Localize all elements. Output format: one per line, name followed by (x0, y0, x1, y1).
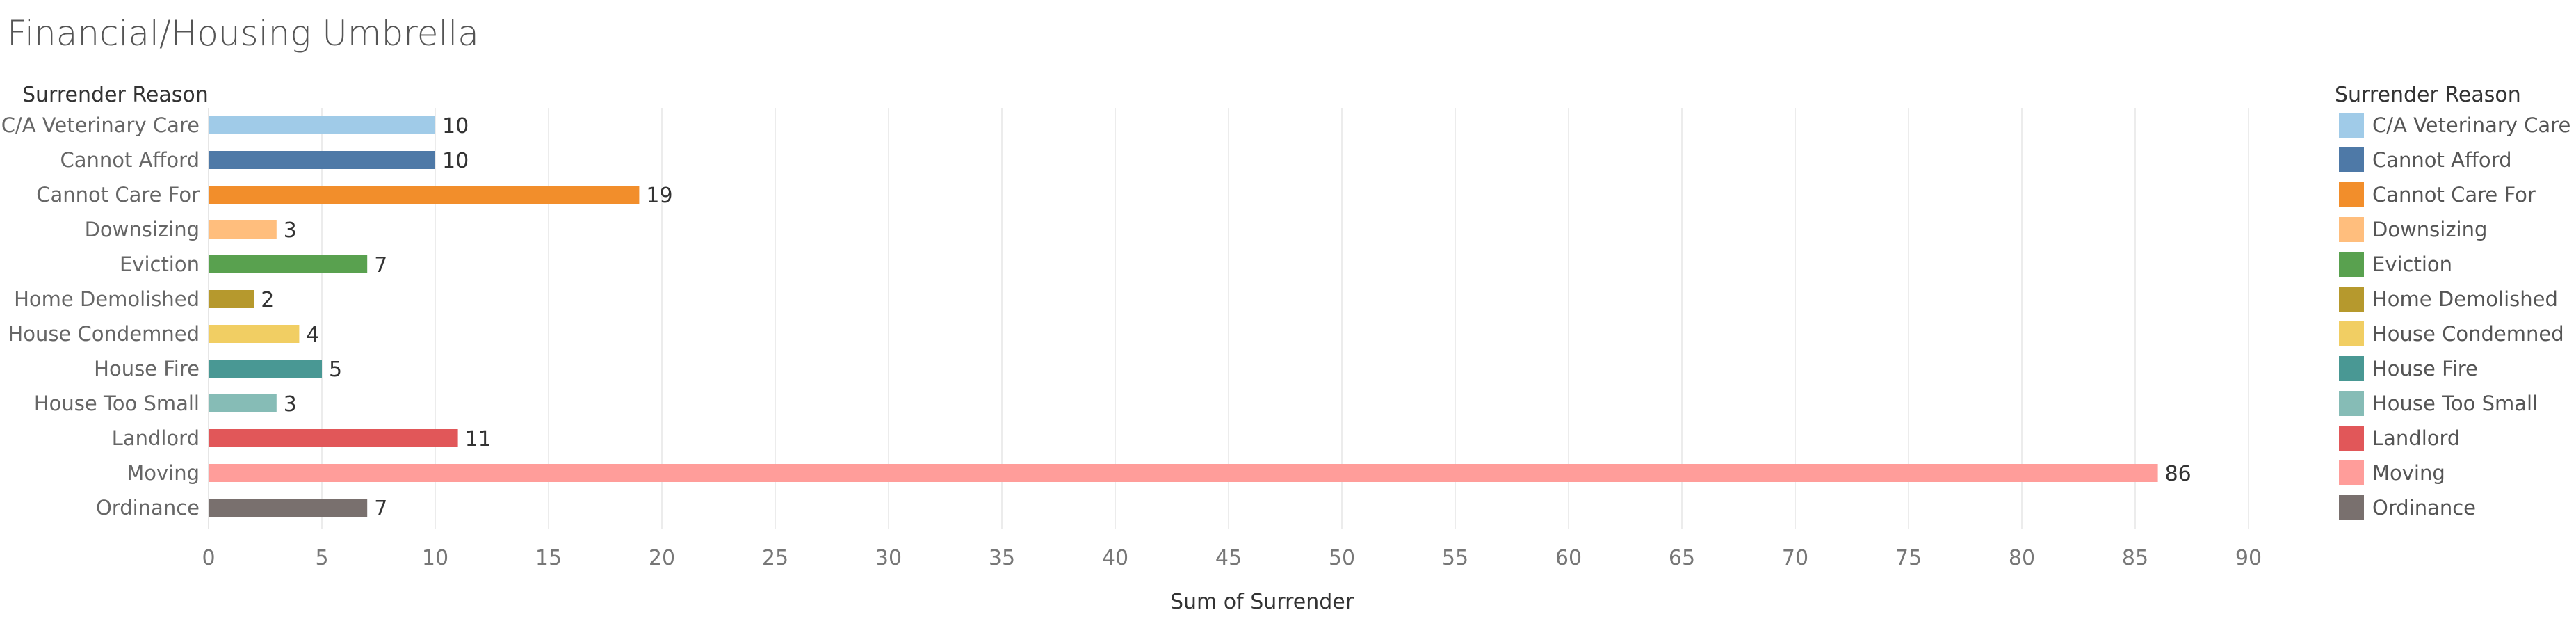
chart-title: Financial/Housing Umbrella (7, 13, 479, 54)
category-label: C/A Veterinary Care (1, 113, 200, 137)
x-tick-label: 80 (2009, 546, 2035, 570)
data-label: 19 (646, 184, 672, 208)
category-label: House Condemned (8, 322, 200, 346)
legend-label: House Condemned (2372, 322, 2564, 346)
data-label: 3 (284, 392, 297, 417)
x-tick-label: 50 (1329, 546, 1355, 570)
data-label: 7 (374, 497, 387, 521)
legend-swatch (2339, 147, 2364, 172)
category-label: Ordinance (96, 496, 200, 520)
legend-swatch (2339, 287, 2364, 312)
category-label: House Fire (94, 357, 200, 380)
gridlines (208, 108, 2249, 529)
legend-title: Surrender Reason (2335, 83, 2521, 107)
data-label: 10 (442, 114, 469, 138)
x-tick-label: 20 (649, 546, 675, 570)
bar[interactable] (209, 394, 277, 412)
legend-swatch (2339, 217, 2364, 242)
category-label: House Too Small (34, 392, 200, 415)
x-tick-label: 10 (422, 546, 448, 570)
legend: C/A Veterinary Care Cannot Afford Cannot C… (2339, 113, 2570, 520)
x-tick-label: 45 (1215, 546, 1242, 570)
legend-label: C/A Veterinary Care (2372, 113, 2570, 137)
data-label: 3 (284, 218, 297, 243)
legend-label: Landlord (2372, 426, 2460, 450)
legend-swatch (2339, 495, 2364, 520)
x-tick-label: 15 (535, 546, 562, 570)
x-tick-label: 35 (989, 546, 1015, 570)
x-tick-label: 55 (1442, 546, 1468, 570)
data-label: 86 (2165, 462, 2192, 486)
category-label: Home Demolished (14, 287, 200, 311)
legend-swatch (2339, 356, 2364, 381)
bar[interactable] (209, 464, 2158, 482)
legend-swatch (2339, 182, 2364, 207)
category-label: Landlord (112, 426, 200, 450)
legend-label: House Fire (2372, 357, 2478, 380)
bar[interactable] (209, 255, 368, 273)
x-tick-label: 0 (202, 546, 215, 570)
x-tick-label: 60 (1555, 546, 1582, 570)
category-label: Eviction (120, 252, 200, 276)
legend-label: Cannot Afford (2372, 148, 2512, 172)
legend-label: Ordinance (2372, 496, 2476, 520)
category-label: Moving (127, 461, 200, 485)
x-tick-label: 5 (315, 546, 328, 570)
data-label: 5 (329, 358, 342, 382)
x-tick-label: 85 (2122, 546, 2148, 570)
legend-label: Cannot Care For (2372, 183, 2536, 207)
bar[interactable] (209, 499, 368, 517)
legend-swatch (2339, 113, 2364, 138)
legend-swatch (2339, 460, 2364, 485)
bar[interactable] (209, 325, 300, 343)
x-axis-label: Sum of Surrender (1170, 590, 1354, 614)
legend-label: Moving (2372, 461, 2445, 485)
bar[interactable] (209, 290, 254, 308)
bar[interactable] (209, 360, 322, 378)
x-tick-label: 25 (762, 546, 788, 570)
data-labels: 10 10 19 3 7 2 45 3 11 86 7 (261, 114, 2192, 521)
bar[interactable] (209, 116, 435, 134)
x-tick-label: 40 (1102, 546, 1128, 570)
bars (209, 116, 2158, 517)
x-tick-label: 90 (2235, 546, 2262, 570)
legend-swatch (2339, 252, 2364, 277)
x-tick-label: 70 (1782, 546, 1808, 570)
category-label: Cannot Care For (36, 183, 200, 207)
bar[interactable] (209, 429, 458, 447)
bar[interactable] (209, 151, 435, 169)
legend-label: Downsizing (2372, 218, 2487, 241)
data-label: 2 (261, 288, 274, 312)
category-label: Cannot Afford (60, 148, 200, 172)
legend-label: House Too Small (2372, 392, 2538, 415)
legend-swatch (2339, 321, 2364, 346)
row-header: Surrender Reason (22, 83, 209, 107)
x-tick-label: 65 (1669, 546, 1695, 570)
data-label: 11 (465, 427, 492, 451)
data-label: 4 (306, 323, 319, 347)
legend-swatch (2339, 391, 2364, 416)
category-labels: C/A Veterinary Care Cannot Afford Cannot C… (1, 113, 200, 520)
category-label: Downsizing (85, 218, 200, 241)
legend-label: Eviction (2372, 252, 2452, 276)
x-tick-label: 75 (1895, 546, 1922, 570)
data-label: 7 (374, 253, 387, 278)
x-axis-ticks: 0 5 10 15 20 25 30 35 40 45 50 55 60 65 70 75 80 85 90 (202, 546, 2262, 570)
bar[interactable] (209, 186, 640, 204)
x-tick-label: 30 (875, 546, 902, 570)
bar[interactable] (209, 220, 277, 239)
legend-label: Home Demolished (2372, 287, 2558, 311)
data-label: 10 (442, 149, 469, 173)
legend-swatch (2339, 426, 2364, 451)
